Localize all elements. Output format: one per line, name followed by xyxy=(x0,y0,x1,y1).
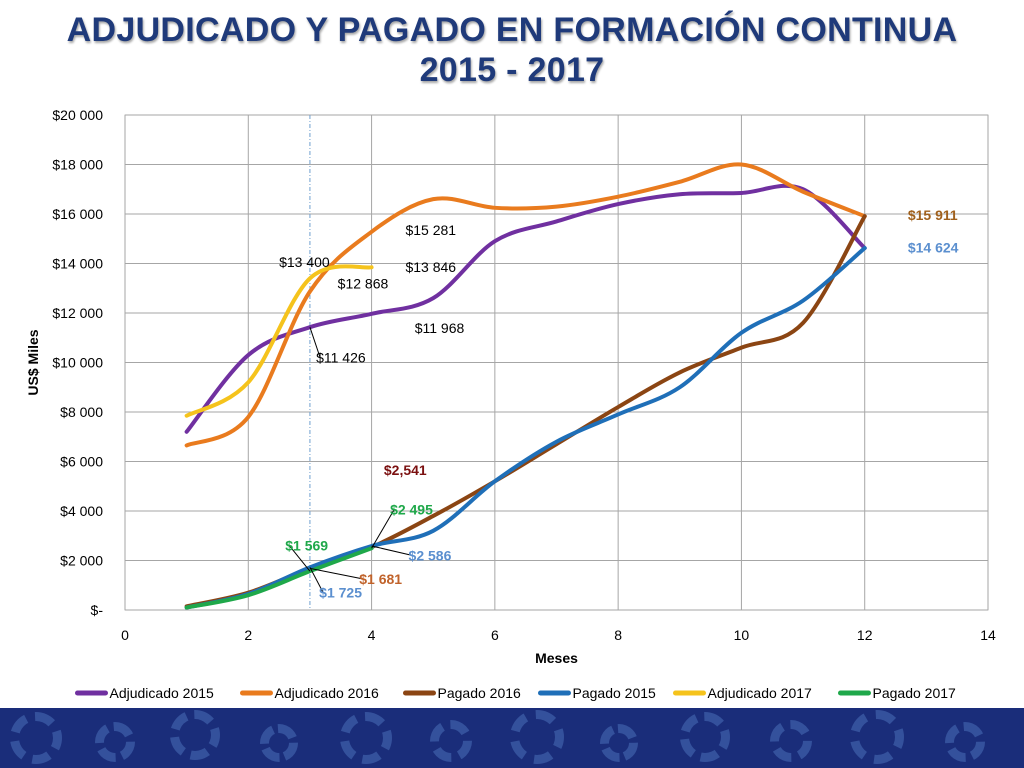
x-tick-label: 12 xyxy=(857,627,873,643)
gear-icon xyxy=(95,722,135,762)
data-label-leader xyxy=(371,545,413,556)
y-tick-label: $6 000 xyxy=(60,454,103,470)
gear-icon xyxy=(340,712,392,764)
data-label: $13 846 xyxy=(405,259,456,275)
y-tick-label: $18 000 xyxy=(52,157,103,173)
gear-icon xyxy=(680,712,730,762)
decorative-footer-band xyxy=(0,708,1024,768)
x-axis-title: Meses xyxy=(535,650,578,666)
chart-title-line1: ADJUDICADO Y PAGADO EN FORMACIÓN CONTINU… xyxy=(66,11,958,49)
series-line xyxy=(184,183,867,434)
series-line xyxy=(184,546,374,610)
y-tick-label: $- xyxy=(91,602,104,618)
x-tick-label: 6 xyxy=(491,627,499,643)
data-label: $2 495 xyxy=(390,502,433,518)
x-tick-label: 2 xyxy=(244,627,252,643)
legend-label: Pagado 2015 xyxy=(573,685,657,701)
series-line xyxy=(184,264,374,418)
y-tick-label: $14 000 xyxy=(52,256,103,272)
series-line xyxy=(184,162,867,448)
data-label-leader xyxy=(288,545,311,572)
y-tick-label: $4 000 xyxy=(60,503,103,519)
data-label: $15 911 xyxy=(908,207,958,223)
data-label-leader xyxy=(371,509,395,549)
x-tick-label: 10 xyxy=(734,627,750,643)
legend-label: Adjudicado 2016 xyxy=(275,685,380,701)
data-label: $11 968 xyxy=(415,320,465,336)
chart-title-line2: 2015 - 2017 xyxy=(419,51,605,89)
x-tick-label: 8 xyxy=(614,627,622,643)
data-label: $1 725 xyxy=(319,585,362,601)
y-axis-title: US$ Miles xyxy=(25,329,41,395)
gear-icon xyxy=(260,724,298,762)
gear-icon xyxy=(600,724,638,762)
data-label: $2,541 xyxy=(384,462,427,478)
data-label: $2 586 xyxy=(409,548,452,564)
data-label: $12 868 xyxy=(338,275,389,291)
gear-icon xyxy=(430,720,472,762)
data-label-leader xyxy=(309,567,324,593)
line-chart: $- $2 000 $4 000 $6 000 $8 000 $10 000 $12 000… xyxy=(25,107,996,701)
y-tick-label: $2 000 xyxy=(60,553,103,569)
x-tick-label: 14 xyxy=(980,627,996,643)
y-tick-label: $12 000 xyxy=(52,305,103,321)
chart-title: ADJUDICADO Y PAGADO EN FORMACIÓN CONTINU… xyxy=(0,10,1024,90)
legend-label: Pagado 2016 xyxy=(438,685,522,701)
legend-label: Pagado 2017 xyxy=(873,685,957,701)
legend-label: Adjudicado 2015 xyxy=(110,685,215,701)
gear-icon xyxy=(770,720,812,762)
y-tick-label: $8 000 xyxy=(60,404,103,420)
data-label: $14 624 xyxy=(908,239,959,255)
gear-icon xyxy=(510,710,564,764)
y-tick-label: $16 000 xyxy=(52,206,103,222)
gear-icon xyxy=(945,722,985,762)
x-tick-label: 0 xyxy=(121,627,129,643)
gear-icon xyxy=(850,710,904,764)
data-label: $15 281 xyxy=(405,222,456,238)
gear-icon xyxy=(10,712,62,764)
y-tick-label: $10 000 xyxy=(52,355,103,371)
legend-label: Adjudicado 2017 xyxy=(708,685,813,701)
x-tick-label: 4 xyxy=(368,627,376,643)
y-tick-label: $20 000 xyxy=(52,107,103,123)
data-label: $1 681 xyxy=(359,571,402,587)
gear-icon xyxy=(170,710,220,760)
series-line xyxy=(184,246,867,610)
data-label-leader xyxy=(309,567,364,580)
data-label: $1 569 xyxy=(285,538,328,554)
data-label: $11 426 xyxy=(316,350,366,366)
data-label-leader xyxy=(309,327,321,358)
data-label: $13 400 xyxy=(279,254,330,270)
